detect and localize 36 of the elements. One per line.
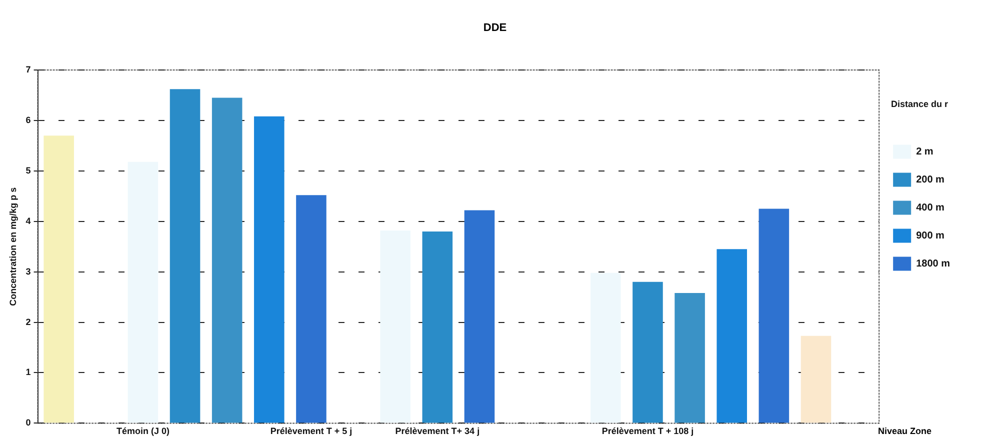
legend-label: 1800 m: [916, 258, 950, 270]
y-tick-label: 4: [26, 216, 31, 226]
x-tick-label: Témoin (J 0): [116, 426, 170, 436]
legend-label: 2 m: [916, 146, 934, 158]
bar: [170, 89, 200, 423]
x-tick-label: Prélèvement T + 108 j: [602, 426, 694, 436]
bar: [464, 210, 495, 423]
bar: [422, 231, 453, 423]
bar: [44, 136, 74, 423]
bar: [212, 98, 242, 423]
text: Niveau Zone: [878, 426, 932, 436]
y-tick-label: 7: [26, 64, 31, 74]
y-tick-label: 2: [26, 316, 31, 327]
legend-label: 200 m: [916, 174, 945, 186]
legend-label: 400 m: [916, 202, 945, 214]
bar: [296, 195, 326, 423]
bar: [254, 116, 284, 423]
bar: [632, 282, 663, 423]
y-tick-label: 3: [26, 266, 31, 276]
y-tick-label: 6: [26, 114, 31, 125]
x-tick-label: Prélèvement T+ 34 j: [395, 426, 480, 436]
bar: [380, 230, 410, 423]
bar: [716, 249, 748, 423]
bar: [128, 162, 158, 423]
bar: [800, 336, 832, 423]
bar: [674, 293, 705, 423]
x-tick-label: Prélèvement T + 5 j: [270, 426, 352, 436]
bar: [590, 272, 621, 423]
y-tick-label: 1: [26, 367, 31, 378]
y-axis-title: Concentration en mg/kg p s: [8, 187, 18, 306]
bar: [758, 208, 790, 423]
legend-title: Distance du r: [891, 98, 949, 109]
chart-title: DDE: [482, 22, 508, 34]
y-tick-label: 0: [26, 418, 31, 428]
y-tick-label: 5: [26, 165, 31, 176]
legend-label: 900 m: [916, 230, 945, 242]
